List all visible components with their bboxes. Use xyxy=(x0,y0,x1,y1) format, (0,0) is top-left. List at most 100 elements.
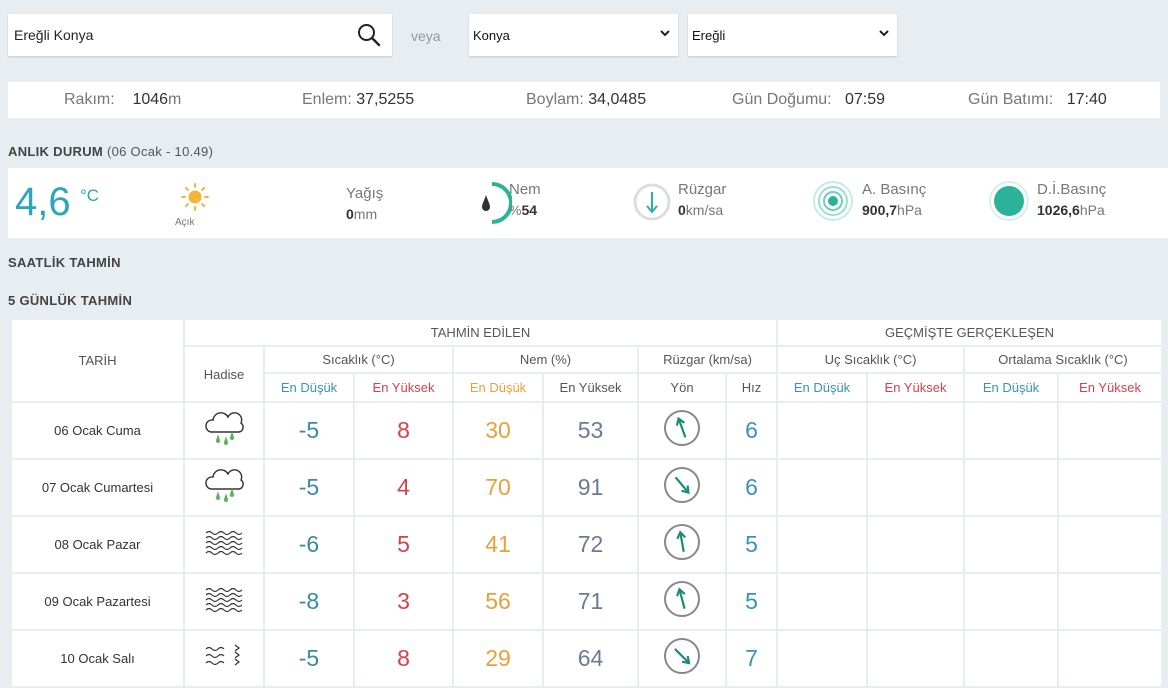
rain-cloud-icon xyxy=(185,460,263,515)
temp-max-header: En Yüksek xyxy=(355,374,452,401)
humidity-value: %54 xyxy=(509,202,537,218)
forecast-wind-speed: 6 xyxy=(727,460,776,515)
forecast-row: 06 Ocak Cuma -5 8 30 53 6 xyxy=(12,403,1161,458)
forecast-row: 09 Ocak Pazartesi -8 3 56 71 5 xyxy=(12,574,1161,629)
current-title: ANLIK DURUM (06 Ocak - 10.49) xyxy=(8,144,213,159)
wind-direction-header: Yön xyxy=(639,374,725,401)
forecast-wind-speed: 5 xyxy=(727,574,776,629)
fog-icon xyxy=(185,517,263,572)
extreme-temp-header: Uç Sıcaklık (°C) xyxy=(778,347,963,372)
latitude-value: 37,5255 xyxy=(356,91,415,108)
longitude-label: Boylam: xyxy=(526,91,584,108)
sunset-label: Gün Batımı: xyxy=(968,91,1054,108)
wind-arrow-icon xyxy=(639,517,725,572)
pressure-value: 900,7hPa xyxy=(862,202,922,218)
sea-level-pressure-icon xyxy=(989,181,1029,221)
past-average-min xyxy=(965,403,1057,458)
past-extreme-max xyxy=(868,574,963,629)
current-title-text: ANLIK DURUM xyxy=(8,144,104,159)
forecast-temp-max: 5 xyxy=(355,517,452,572)
province-select-value: Konya xyxy=(473,27,510,43)
search-input[interactable] xyxy=(8,15,350,55)
date-header: TARİH xyxy=(12,320,183,401)
extreme-min-header: En Düşük xyxy=(778,374,866,401)
past-average-max xyxy=(1059,517,1161,572)
search-icon[interactable] xyxy=(356,22,382,48)
pressure-label: A. Basınç xyxy=(862,181,927,198)
humidity-prefix: % xyxy=(509,202,522,218)
forecast-date: 08 Ocak Pazar xyxy=(12,517,183,572)
forecast-wind-speed: 6 xyxy=(727,403,776,458)
district-select[interactable]: Ereğli xyxy=(688,14,897,56)
haze-icon xyxy=(185,631,263,686)
forecast-date: 07 Ocak Cumartesi xyxy=(12,460,183,515)
humidity-icon xyxy=(482,182,512,224)
precip-value: 0mm xyxy=(346,206,377,222)
latitude: Enlem: 37,5255 xyxy=(302,91,414,109)
rain-cloud-icon xyxy=(185,403,263,458)
average-max-header: En Yüksek xyxy=(1059,374,1161,401)
sunrise-value: 07:59 xyxy=(844,91,885,108)
past-extreme-max xyxy=(868,517,963,572)
forecast-wind-speed: 5 xyxy=(727,517,776,572)
latitude-label: Enlem: xyxy=(302,91,352,108)
forecast-humidity-min: 30 xyxy=(454,403,542,458)
past-extreme-min xyxy=(778,460,866,515)
or-label: veya xyxy=(411,28,441,44)
pressure-icon xyxy=(813,181,853,221)
sea-level-pressure-value: 1026,6hPa xyxy=(1037,202,1105,218)
forecast-humidity-min: 70 xyxy=(454,460,542,515)
forecast-humidity-max: 72 xyxy=(544,517,637,572)
wind-value: 0km/sa xyxy=(678,202,723,218)
past-average-max xyxy=(1059,403,1161,458)
humidity-label: Nem xyxy=(509,181,541,198)
forecast-row: 08 Ocak Pazar -6 5 41 72 5 xyxy=(12,517,1161,572)
forecast-date: 10 Ocak Salı xyxy=(12,631,183,686)
event-header: Hadise xyxy=(185,347,263,401)
humidity-header: Nem (%) xyxy=(454,347,637,372)
forecast-temp-min: -5 xyxy=(265,631,353,686)
sunset: Gün Batımı: 17:40 xyxy=(968,91,1107,109)
wind-arrow-icon xyxy=(639,631,725,686)
past-average-min xyxy=(965,517,1057,572)
condition-label: Açık xyxy=(175,217,195,228)
forecast-temp-min: -6 xyxy=(265,517,353,572)
humidity-number: 54 xyxy=(521,202,538,218)
forecast-temp-max: 8 xyxy=(355,403,452,458)
past-extreme-min xyxy=(778,517,866,572)
precip-unit: mm xyxy=(353,206,378,222)
wind-label: Rüzgar xyxy=(678,181,727,198)
forecast-temp-min: -5 xyxy=(265,460,353,515)
forecast-humidity-min: 29 xyxy=(454,631,542,686)
district-select-value: Ereğli xyxy=(692,27,726,43)
temp-min-header: En Düşük xyxy=(265,374,353,401)
forecast-temp-min: -8 xyxy=(265,574,353,629)
province-select[interactable]: Konya xyxy=(469,14,678,56)
sea-level-pressure-unit: hPa xyxy=(1079,202,1105,218)
average-temp-header: Ortalama Sıcaklık (°C) xyxy=(965,347,1161,372)
chevron-down-icon xyxy=(879,30,889,37)
fog-icon xyxy=(185,574,263,629)
forecast-temp-max: 8 xyxy=(355,631,452,686)
longitude: Boylam: 34,0485 xyxy=(526,91,646,109)
temperature-unit: °C xyxy=(80,186,100,205)
precip-label: Yağış xyxy=(346,185,384,202)
sea-level-pressure-number: 1026,6 xyxy=(1037,202,1080,218)
humidity-max-header: En Yüksek xyxy=(544,374,637,401)
forecast-row: 07 Ocak Cumartesi -5 4 70 91 6 xyxy=(12,460,1161,515)
sunrise: Gün Doğumu: 07:59 xyxy=(732,91,885,109)
altitude-label: Rakım: xyxy=(64,91,115,108)
humidity-min-header: En Düşük xyxy=(454,374,542,401)
forecast-table: TARİH TAHMİN EDİLEN GEÇMİŞTE GERÇEKLEŞEN… xyxy=(10,318,1163,688)
hourly-title[interactable]: SAATLİK TAHMİN xyxy=(8,255,121,270)
past-header: GEÇMİŞTE GERÇEKLEŞEN xyxy=(778,320,1161,345)
forecast-temp-max: 4 xyxy=(355,460,452,515)
wind-speed-header: Hız xyxy=(727,374,776,401)
location-info-bar: Rakım: 1046m Enlem: 37,5255 Boylam: 34,0… xyxy=(8,82,1160,118)
past-extreme-max xyxy=(868,460,963,515)
temperature-header: Sıcaklık (°C) xyxy=(265,347,452,372)
sun-icon xyxy=(181,183,209,211)
past-average-min xyxy=(965,574,1057,629)
forecast-temp-max: 3 xyxy=(355,574,452,629)
pressure-unit: hPa xyxy=(897,202,922,218)
